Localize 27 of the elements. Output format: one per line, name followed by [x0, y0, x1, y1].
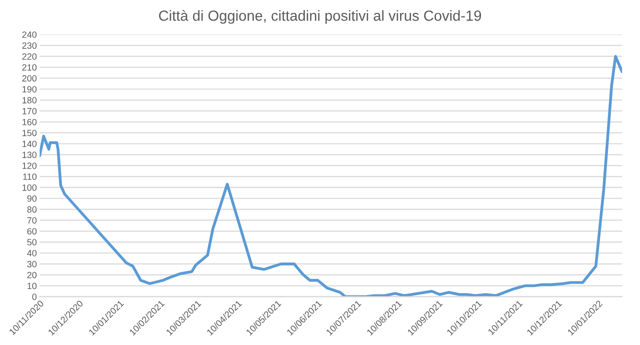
y-tick-label: 130 — [22, 152, 37, 158]
y-tick-label: 230 — [22, 42, 37, 49]
y-tick-label: 70 — [27, 217, 37, 224]
y-tick-label: 210 — [22, 64, 37, 71]
y-tick-label: 30 — [27, 260, 37, 268]
line-series — [40, 54, 622, 297]
y-tick-label: 80 — [27, 206, 37, 213]
y-tick-label: 220 — [22, 53, 37, 60]
y-tick-label: 100 — [22, 184, 37, 191]
y-tick-label: 170 — [22, 108, 37, 114]
y-tick-label: 90 — [27, 195, 37, 202]
y-tick-label: 150 — [22, 130, 37, 136]
y-tick-label: 20 — [27, 272, 37, 278]
y-tick-label: 0 — [32, 294, 37, 300]
y-tick-label: 190 — [22, 86, 37, 92]
chart-title: Città di Oggione, cittadini positivi al virus Covid-19 — [159, 10, 482, 24]
y-tick-label: 10 — [28, 282, 37, 290]
y-tick-label: 110 — [23, 173, 37, 180]
y-tick-label: 180 — [22, 97, 37, 104]
y-tick-label: 40 — [27, 250, 37, 256]
y-tick-label: 140 — [22, 140, 37, 148]
y-tick-label: 50 — [27, 239, 37, 246]
y-tick-label: 120 — [22, 162, 37, 169]
y-tick-label: 240 — [22, 31, 37, 38]
y-tick-label: 200 — [22, 75, 37, 82]
y-tick-label: 60 — [27, 228, 37, 235]
y-tick-label: 160 — [22, 118, 37, 126]
